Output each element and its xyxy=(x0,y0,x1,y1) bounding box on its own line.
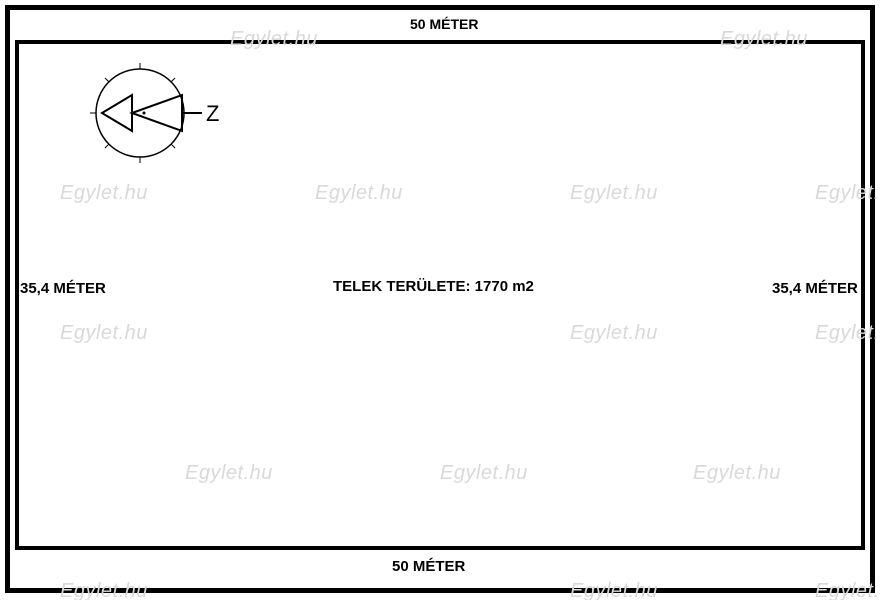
dimension-left: 35,4 MÉTER xyxy=(20,280,106,297)
plot-area-label: TELEK TERÜLETE: 1770 m2 xyxy=(333,278,534,295)
compass-svg: Z xyxy=(78,60,228,170)
compass-icon: Z xyxy=(78,60,228,170)
plot-canvas: 50 MÉTER 50 MÉTER 35,4 MÉTER 35,4 MÉTER … xyxy=(0,0,880,600)
dimension-top: 50 MÉTER xyxy=(410,16,478,32)
compass-letter: Z xyxy=(206,101,219,126)
dimension-right: 35,4 MÉTER xyxy=(772,280,858,297)
dimension-bottom: 50 MÉTER xyxy=(392,558,465,575)
